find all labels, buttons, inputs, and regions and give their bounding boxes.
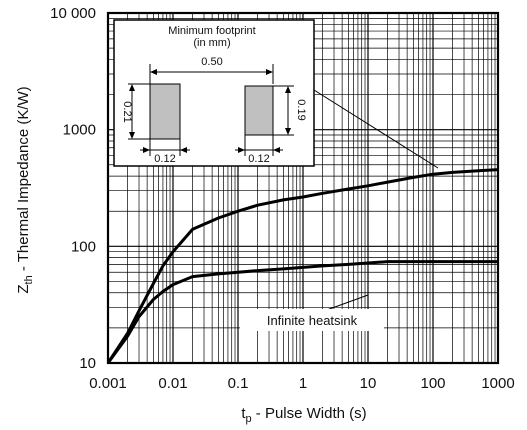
y-tick-label: 1000 bbox=[63, 122, 96, 139]
left-width-arrow-right bbox=[180, 147, 187, 153]
y-axis-title-rest: - Thermal Impedance (K/W) bbox=[15, 86, 32, 275]
y-axis-title-subscript: th bbox=[23, 275, 35, 284]
right-height-label: 0.19 bbox=[295, 99, 307, 120]
span-arrow-left bbox=[150, 69, 157, 75]
callout-label-box bbox=[240, 309, 384, 331]
right-height-arrow-bottom bbox=[285, 128, 291, 135]
x-axis-title-main: t bbox=[241, 405, 246, 422]
y-tick-labels: 10 100 1000 10 000 bbox=[50, 5, 96, 372]
inset-leader-line bbox=[313, 89, 439, 169]
x-tick-label: 1000 bbox=[481, 375, 514, 392]
plot-frame bbox=[106, 11, 500, 365]
y-axis-title-main: Z bbox=[15, 284, 32, 293]
x-tick-label: 100 bbox=[420, 375, 445, 392]
callout-label: Infinite heatsink bbox=[267, 313, 358, 328]
right-width-label: 0.12 bbox=[248, 153, 269, 165]
span-arrow-right bbox=[266, 69, 273, 75]
infinite-heatsink-callout: Infinite heatsink bbox=[240, 294, 384, 331]
x-axis-title: tp - Pulse Width (s) bbox=[241, 405, 366, 425]
right-width-arrow-left bbox=[238, 147, 245, 153]
y-axis-title: Zth - Thermal Impedance (K/W) bbox=[15, 86, 35, 293]
x-tick-labels: 0.001 0.01 0.1 1 10 100 1000 bbox=[89, 375, 514, 392]
x-axis-title-rest: - Pulse Width (s) bbox=[252, 405, 367, 422]
right-pad bbox=[244, 85, 274, 136]
x-tick-label: 0.001 bbox=[89, 375, 127, 392]
y-tick-label: 100 bbox=[71, 238, 96, 255]
left-height-label: 0.21 bbox=[121, 101, 133, 122]
x-tick-label: 0.01 bbox=[158, 375, 187, 392]
left-height-arrow-bottom bbox=[129, 132, 135, 139]
x-tick-label: 10 bbox=[360, 375, 377, 392]
right-width-arrow-right bbox=[273, 147, 280, 153]
left-height-arrow-top bbox=[129, 84, 135, 91]
y-tick-label: 10 bbox=[79, 355, 96, 372]
inset-box bbox=[113, 19, 315, 167]
left-width-label: 0.12 bbox=[154, 153, 175, 165]
x-tick-label: 0.1 bbox=[228, 375, 249, 392]
x-tick-label: 1 bbox=[299, 375, 307, 392]
left-pad bbox=[149, 83, 181, 140]
left-width-arrow-left bbox=[143, 147, 150, 153]
series-line-2 bbox=[106, 260, 498, 364]
span-label: 0.50 bbox=[201, 56, 222, 68]
series-line-1 bbox=[106, 168, 499, 364]
footprint-inset: Minimum footprint (in mm) 0.50 0.21 0.12… bbox=[113, 19, 439, 169]
x-axis-title-subscript: p bbox=[246, 413, 252, 425]
y-tick-label: 10 000 bbox=[50, 5, 96, 22]
inset-title-line2: (in mm) bbox=[193, 37, 230, 49]
inset-title-line1: Minimum footprint bbox=[168, 25, 255, 37]
right-height-arrow-top bbox=[285, 86, 291, 93]
curves bbox=[106, 168, 499, 364]
